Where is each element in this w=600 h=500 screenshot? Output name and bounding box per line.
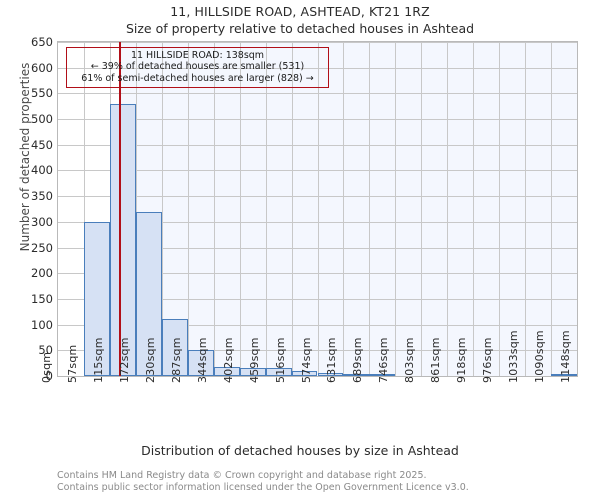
x-axis-tick-label: 516sqm xyxy=(273,337,287,383)
x-axis-tick-label: 0sqm xyxy=(40,351,53,383)
gridline-vertical xyxy=(421,42,423,376)
x-axis-tick-label: 287sqm xyxy=(169,337,183,383)
x-axis-tick-label: 57sqm xyxy=(65,344,79,383)
chart-title: 11, HILLSIDE ROAD, ASHTEAD, KT21 1RZ xyxy=(170,4,430,19)
y-axis-tick-label: 550 xyxy=(31,86,53,101)
gridline-vertical xyxy=(135,42,137,376)
y-axis-tick-label: 50 xyxy=(38,343,53,358)
histogram-bar xyxy=(291,370,318,376)
histogram-bar xyxy=(187,350,214,376)
chart-subtitle: Size of property relative to detached ho… xyxy=(125,21,475,36)
x-axis-tick-label: 689sqm xyxy=(351,337,365,383)
x-axis-label: Distribution of detached houses by size … xyxy=(141,443,459,458)
y-axis-tick-label: 200 xyxy=(31,266,53,281)
gridline-vertical xyxy=(291,42,293,376)
gridline-vertical xyxy=(161,42,163,376)
annotation-line-3: 61% of semi-detached houses are larger (… xyxy=(81,72,314,84)
y-axis-tick-label: 250 xyxy=(31,240,53,255)
footer-attribution: Contains HM Land Registry data © Crown c… xyxy=(57,470,597,493)
gridline-vertical xyxy=(187,42,189,376)
gridline-vertical xyxy=(213,42,215,376)
plot-area xyxy=(57,41,578,377)
y-axis-tick-label: 350 xyxy=(31,189,53,204)
gridline-vertical xyxy=(369,42,371,376)
x-axis-tick-label: 230sqm xyxy=(143,337,157,383)
x-axis-tick-label: 402sqm xyxy=(221,337,235,383)
x-axis-tick-label: 1033sqm xyxy=(507,330,521,383)
footer-line-1: Contains HM Land Registry data © Crown c… xyxy=(57,470,427,481)
footer-line-2: Contains public sector information licen… xyxy=(57,481,469,493)
x-axis-tick-label: 803sqm xyxy=(403,337,417,383)
gridline-vertical xyxy=(83,42,85,376)
y-axis-label: Number of detached properties xyxy=(18,62,32,252)
x-axis-tick-label: 172sqm xyxy=(117,337,131,383)
y-axis-tick-label: 0 xyxy=(45,369,53,383)
larger-properties-shading xyxy=(120,42,577,376)
y-axis-tick-label: 500 xyxy=(31,112,53,127)
y-axis-tick-label: 150 xyxy=(31,291,53,306)
histogram-bar xyxy=(265,368,292,376)
gridline-vertical xyxy=(551,42,553,376)
x-axis-tick-label: 1148sqm xyxy=(559,330,572,383)
x-axis-tick-label: 746sqm xyxy=(377,337,391,383)
gridline-vertical xyxy=(499,42,501,376)
histogram-bar xyxy=(343,373,370,376)
gridline-vertical xyxy=(317,42,319,376)
x-axis-tick-label: 459sqm xyxy=(247,337,261,383)
histogram-bar xyxy=(83,221,110,376)
x-axis-tick-label: 344sqm xyxy=(195,337,209,383)
y-axis-tick-label: 400 xyxy=(31,163,53,178)
y-axis-tick-label: 300 xyxy=(31,214,53,229)
gridline-vertical xyxy=(525,42,527,376)
subject-property-marker-line xyxy=(119,42,122,376)
x-axis-tick-label: 976sqm xyxy=(481,337,495,383)
histogram-bar xyxy=(135,211,162,376)
x-axis-tick-label: 918sqm xyxy=(455,337,469,383)
x-axis-tick-label: 115sqm xyxy=(91,337,105,383)
annotation-box: 11 HILLSIDE ROAD: 138sqm ← 39% of detach… xyxy=(66,47,329,89)
gridline-vertical xyxy=(473,42,475,376)
histogram-bar xyxy=(239,368,266,376)
x-axis-tick-label: 861sqm xyxy=(429,337,443,383)
histogram-bar xyxy=(161,319,188,376)
gridline-vertical xyxy=(343,42,345,376)
gridline-vertical xyxy=(239,42,241,376)
gridline-vertical xyxy=(395,42,397,376)
histogram-bar xyxy=(317,373,344,376)
y-axis-ticks: 0 50 100 150 200 250 300 350 400 450 500 550 600 650 xyxy=(0,35,53,383)
histogram-bar xyxy=(369,373,396,376)
y-axis-tick-label: 600 xyxy=(31,60,53,75)
x-axis-tick-label: 631sqm xyxy=(325,337,339,383)
y-axis-tick-label: 650 xyxy=(31,35,53,49)
gridline-vertical xyxy=(447,42,449,376)
histogram-bar xyxy=(109,103,136,376)
y-axis-tick-label: 450 xyxy=(31,137,53,152)
plot-inner xyxy=(58,42,577,376)
histogram-bar xyxy=(551,373,577,376)
y-axis-tick-label: 100 xyxy=(31,317,53,332)
x-axis-tick-label: 1090sqm xyxy=(533,330,547,383)
x-axis-ticks: 0sqm 57sqm 115sqm 172sqm 230sqm 287sqm 344sqm 4… xyxy=(0,330,600,439)
gridline-vertical xyxy=(265,42,267,376)
x-axis-tick-label: 574sqm xyxy=(299,337,313,383)
annotation-line-2: ← 39% of detached houses are smaller (53… xyxy=(90,61,305,73)
annotation-line-1: 11 HILLSIDE ROAD: 138sqm xyxy=(130,50,265,61)
histogram-bar xyxy=(213,367,240,376)
